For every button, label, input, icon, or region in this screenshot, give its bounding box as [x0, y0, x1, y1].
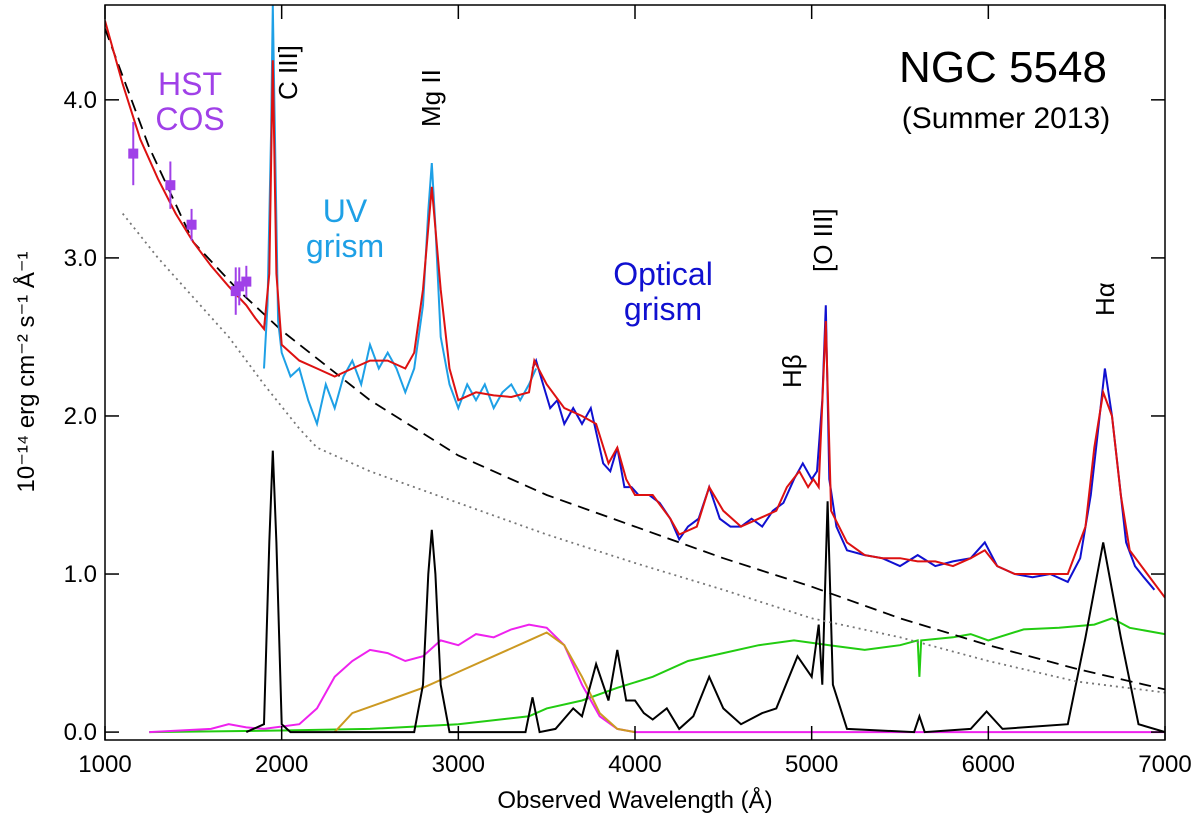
- data-point: [241, 276, 252, 287]
- annotation: Hβ: [777, 354, 807, 388]
- annotation: [O III]: [808, 208, 838, 272]
- x-axis-label: Observed Wavelength (Å): [497, 786, 772, 814]
- annotation: COS: [155, 101, 224, 137]
- annotation: UV: [323, 193, 368, 229]
- x-tick-label: 3000: [432, 751, 485, 778]
- x-tick-label: 4000: [608, 751, 661, 778]
- x-tick-label: 1000: [78, 751, 131, 778]
- series-line: [149, 617, 1165, 734]
- x-tick-label: 6000: [962, 751, 1015, 778]
- y-tick-label: 0.0: [64, 719, 97, 746]
- y-tick-label: 4.0: [64, 87, 97, 114]
- y-axis-label: 10⁻¹⁴ erg cm⁻² s⁻¹ Å⁻¹: [12, 251, 40, 492]
- series-line: [121, 213, 1165, 694]
- series-line: [149, 623, 1165, 734]
- data-point: [165, 180, 176, 191]
- x-tick-label: 2000: [255, 751, 308, 778]
- annotation: (Summer 2013): [902, 102, 1110, 135]
- annotation: NGC 5548: [899, 43, 1107, 92]
- data-point: [186, 219, 197, 230]
- y-tick-label: 3.0: [64, 245, 97, 272]
- data-point: [128, 148, 139, 159]
- data-point: [234, 281, 245, 292]
- annotation: grism: [624, 291, 702, 327]
- annotation: HST: [158, 66, 222, 102]
- annotation: Mg II: [416, 69, 446, 127]
- series-line: [105, 20, 1165, 599]
- series-line: [105, 28, 1165, 691]
- annotation: C III]: [273, 45, 303, 100]
- x-tick-label: 5000: [785, 751, 838, 778]
- annotation: grism: [306, 228, 384, 264]
- series-line: [263, 5, 538, 428]
- x-tick-label: 7000: [1138, 751, 1191, 778]
- annotation: Hα: [1090, 282, 1120, 316]
- series-line: [333, 631, 636, 734]
- y-tick-label: 1.0: [64, 561, 97, 588]
- y-tick-label: 2.0: [64, 403, 97, 430]
- series-line: [245, 450, 1165, 734]
- annotation: Optical: [613, 256, 713, 292]
